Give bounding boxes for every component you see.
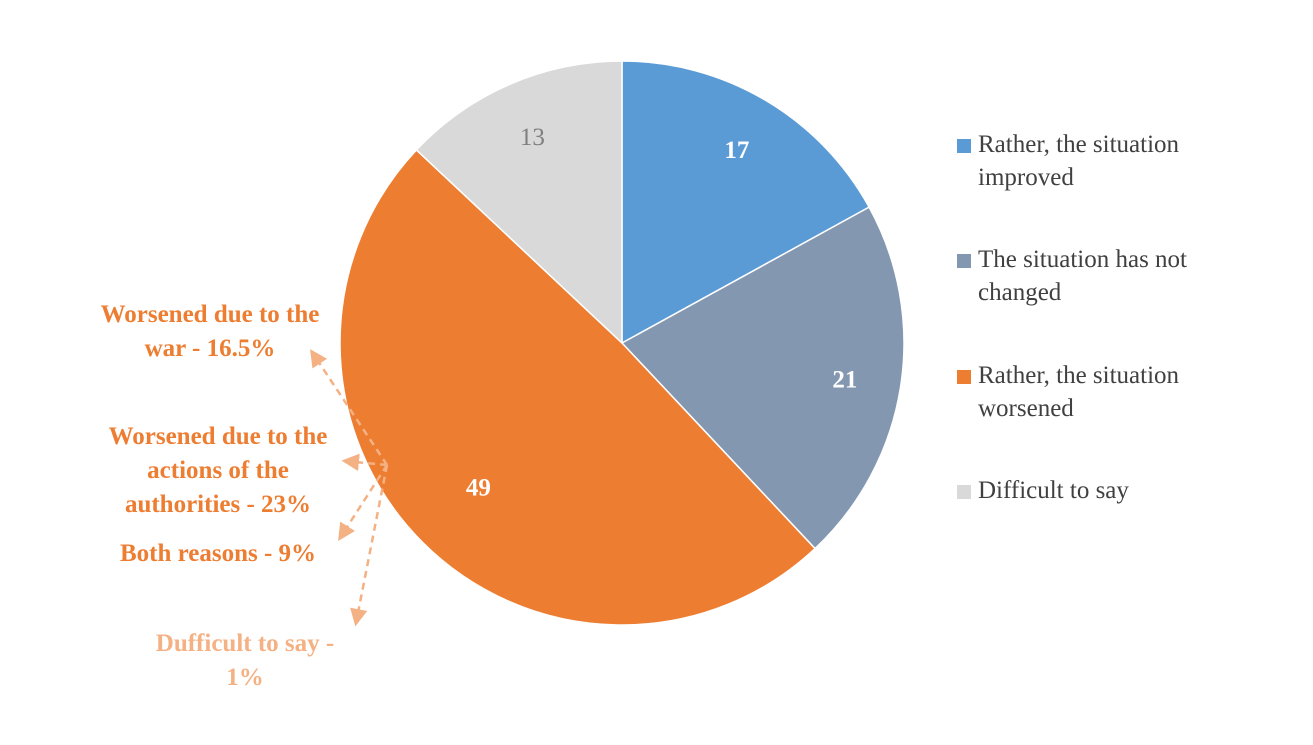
data-label: 21: [832, 366, 857, 393]
legend-label: Rather, the situation improved: [978, 131, 1180, 191]
legend-swatch: [957, 485, 971, 499]
arrow-difficult: [350, 464, 389, 627]
legend-item-not-changed: The situation has not changed: [957, 243, 1257, 309]
annotation-war: Worsened due to the war - 16.5%: [60, 298, 360, 366]
legend-label: Rather, the situation worsened: [978, 362, 1180, 422]
arrow-both: [338, 464, 389, 541]
slice-difficult: [415, 60, 623, 345]
legend-item-difficult: Difficult to say: [957, 474, 1129, 507]
legend-swatch: [957, 254, 971, 268]
annotation-arrows: [310, 349, 389, 627]
legend-item-worsened: Rather, the situation worsened: [957, 359, 1257, 425]
annotation-both-reasons: Both reasons - 9%: [68, 537, 368, 571]
annotation-line: Worsened due to the: [100, 301, 320, 328]
arrow-war: [310, 349, 389, 466]
slice-not-changed: [620, 206, 905, 550]
data-label: 17: [724, 137, 749, 164]
annotation-line: Dufficult to say -: [155, 630, 335, 657]
legend-label: Difficult to say: [978, 477, 1129, 504]
annotation-line: Both reasons - 9%: [119, 540, 317, 567]
data-label: 13: [520, 124, 545, 151]
annotation-line: Worsened due to the: [108, 423, 328, 450]
legend-swatch: [957, 139, 971, 153]
annotation-line: actions of the: [147, 457, 289, 484]
legend-swatch: [957, 370, 971, 384]
legend-label: The situation has not changed: [978, 246, 1187, 306]
annotation-line: war - 16.5%: [144, 335, 276, 362]
annotation-authorities: Worsened due to the actions of the autho…: [68, 420, 368, 522]
annotation-line: authorities - 23%: [124, 491, 312, 518]
annotation-difficult: Dufficult to say - 1%: [110, 627, 380, 695]
slice-improved: [621, 60, 871, 345]
legend-item-improved: Rather, the situation improved: [957, 128, 1257, 194]
slice-worsened: [339, 148, 817, 626]
data-label: 49: [466, 475, 491, 502]
annotation-line: 1%: [226, 664, 264, 691]
